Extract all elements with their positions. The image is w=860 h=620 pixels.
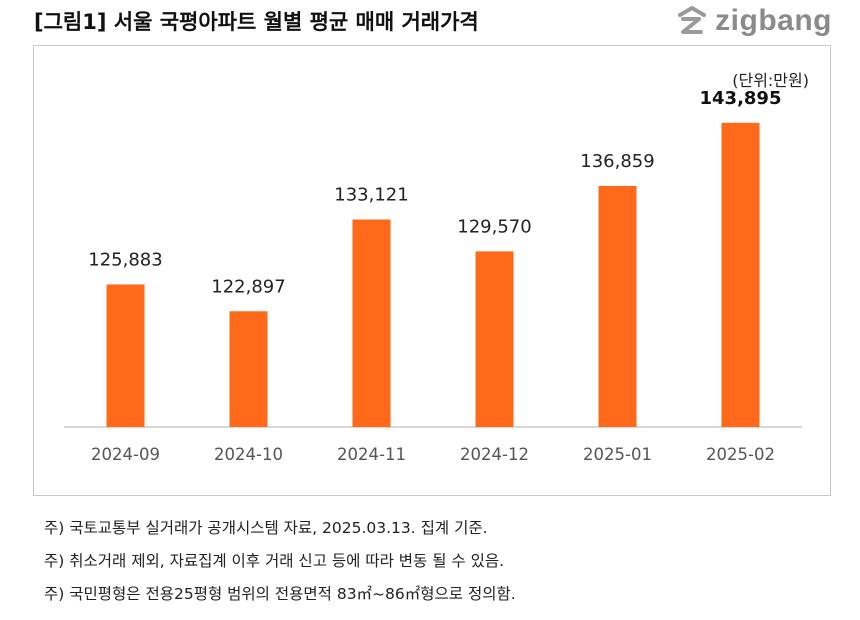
zigbang-logo-icon [678,6,707,34]
bar-2025-02 [721,122,760,427]
bar-2025-01 [598,185,637,427]
unit-label: (단위:만원) [732,71,809,90]
bar-2024-11 [352,219,391,427]
x-tick-label-2024-11: 2024-11 [337,445,406,464]
footnotes: 주) 국토교통부 실거래가 공개시스템 자료, 2025.03.13. 집계 기… [44,512,516,611]
chart-area: (단위:만원) 125,883 122,897 133,121 129,570 136,… [33,45,831,496]
x-tick-label-2024-09: 2024-09 [91,445,160,464]
footnote-3: 주) 국민평형은 전용25평형 범위의 전용면적 83㎡~86㎡형으로 정의함. [44,585,516,603]
value-label-2024-10: 122,897 [211,276,285,297]
footnote-1: 주) 국토교통부 실거래가 공개시스템 자료, 2025.03.13. 집계 기… [44,519,488,537]
x-tick-label-2025-02: 2025-02 [706,445,775,464]
chart-title: [그림1] 서울 국평아파트 월별 평균 매매 거래가격 [34,10,479,34]
bar-2024-10 [229,311,268,427]
brand-name: zigbang [715,4,832,37]
value-label-2024-09: 125,883 [88,249,162,270]
x-tick-label-2024-10: 2024-10 [214,445,283,464]
footnote-2: 주) 취소거래 제외, 자료집계 이후 거래 신고 등에 따라 변동 될 수 있… [44,552,505,570]
value-label-2025-01: 136,859 [580,151,654,172]
bar-2024-09 [106,284,145,427]
value-label-2024-11: 133,121 [334,185,408,206]
value-label-2025-02: 143,895 [700,88,782,109]
x-tick-label-2025-01: 2025-01 [583,445,652,464]
brand-logo[interactable]: zigbang [675,4,832,38]
bar-2024-12 [475,251,514,427]
bar-chart: (단위:만원) 125,883 122,897 133,121 129,570 136,… [64,71,809,464]
value-label-2024-12: 129,570 [457,216,531,237]
x-tick-label-2024-12: 2024-12 [460,445,529,464]
